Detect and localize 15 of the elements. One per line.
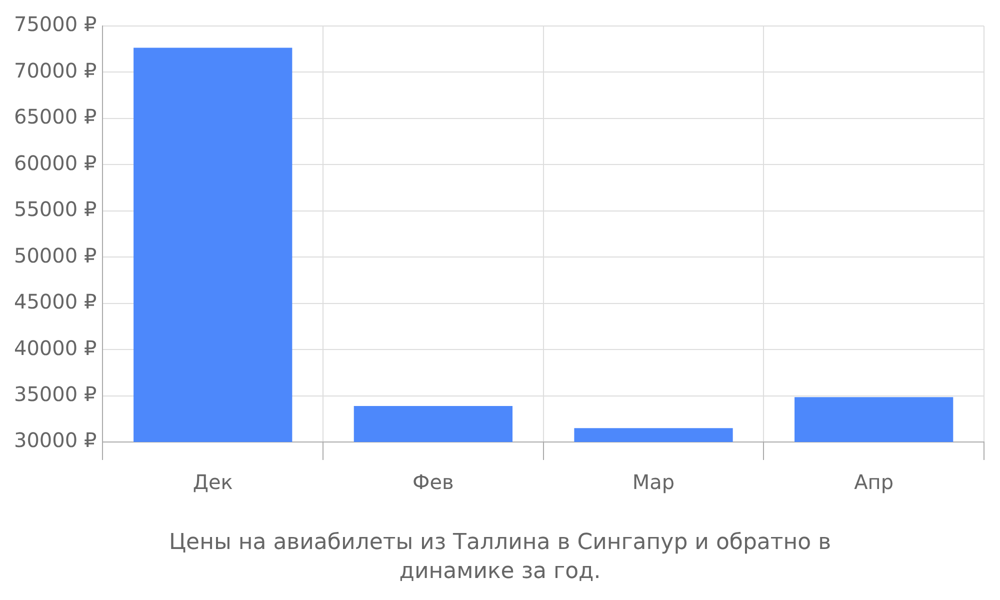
text: Цены на авиабилеты из Таллина в Сингапур и обратно в динамике за год.: [168, 529, 832, 586]
y-tick-label: 50000 ₽: [14, 243, 97, 268]
y-tick-label: 30000 ₽: [14, 428, 97, 452]
y-tick-label: 45000 ₽: [14, 290, 97, 314]
x-tick-label: Апр: [854, 470, 894, 494]
x-tick-label: Дек: [192, 470, 233, 494]
x-tick-label: Фев: [412, 470, 454, 494]
y-tick-label: 70000 ₽: [14, 58, 97, 82]
y-tick-label: 40000 ₽: [14, 336, 97, 360]
y-tick-label: 65000 ₽: [14, 104, 97, 129]
y-tick-label: 75000 ₽: [14, 12, 97, 36]
y-tick-label: 60000 ₽: [14, 150, 97, 175]
y-tick-label: 55000 ₽: [14, 197, 97, 222]
y-tick-label: 35000 ₽: [14, 382, 97, 406]
x-tick-label: Мар: [632, 470, 675, 494]
